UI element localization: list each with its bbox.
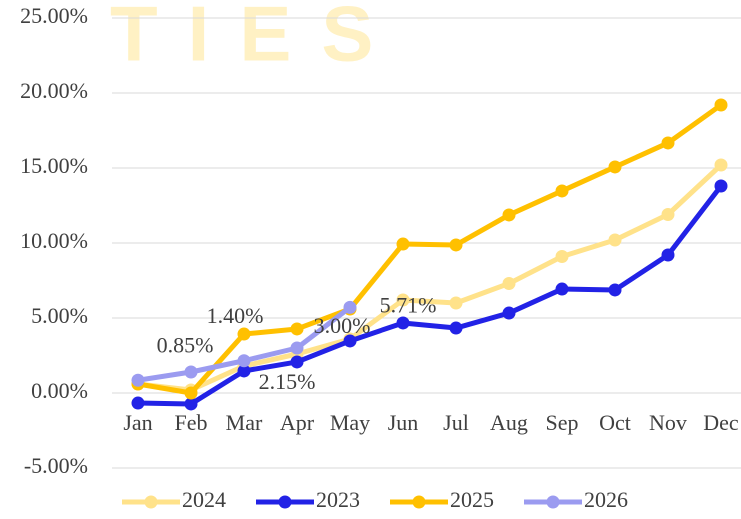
- y-tick-label: -5.00%: [24, 453, 88, 478]
- series-line: [137, 163, 723, 393]
- point: [396, 237, 410, 251]
- point: [290, 355, 304, 369]
- y-tick-label: 5.00%: [31, 303, 88, 328]
- series-line: [137, 184, 723, 407]
- point: [184, 386, 198, 400]
- point: [502, 277, 516, 290]
- point: [396, 293, 410, 307]
- legend-label: 2025: [450, 487, 494, 512]
- point: [290, 322, 304, 336]
- point: [608, 233, 622, 247]
- x-tick-label: Aug: [490, 410, 528, 435]
- x-tick-label: Sep: [546, 410, 579, 435]
- point: [661, 136, 675, 150]
- point: [184, 397, 198, 411]
- legend-marker: [278, 495, 292, 509]
- y-tick-label: 25.00%: [20, 3, 88, 28]
- point: [555, 184, 569, 198]
- x-tick-label: Apr: [280, 410, 315, 435]
- legend-marker: [144, 495, 158, 509]
- point: [714, 158, 728, 172]
- x-tick-label: Mar: [226, 410, 263, 435]
- legend-marker: [546, 495, 560, 509]
- point: [608, 283, 622, 297]
- point: [396, 316, 410, 330]
- data-label: 0.85%: [157, 332, 214, 357]
- legend-marker: [412, 495, 426, 509]
- x-tick-label: Nov: [649, 410, 687, 435]
- point: [608, 160, 622, 174]
- watermark: TIES: [110, 0, 403, 78]
- y-tick-label: 20.00%: [20, 78, 88, 103]
- series-line: [137, 102, 723, 396]
- x-tick-label: Jun: [388, 410, 419, 435]
- point: [237, 364, 251, 378]
- legend-label: 2023: [316, 487, 360, 512]
- x-tick-label: Jan: [123, 410, 152, 435]
- point: [502, 208, 516, 222]
- x-tick-label: Jul: [443, 410, 469, 435]
- point: [555, 282, 569, 296]
- legend-label: 2026: [584, 487, 628, 512]
- point: [343, 334, 357, 348]
- point: [555, 250, 569, 263]
- y-tick-label: 15.00%: [20, 153, 88, 178]
- point: [449, 296, 463, 310]
- point: [502, 306, 516, 320]
- data-label: 1.40%: [207, 303, 264, 328]
- point: [449, 321, 463, 335]
- y-tick-label: 0.00%: [31, 378, 88, 403]
- x-tick-label: Feb: [175, 410, 208, 435]
- x-tick-label: Dec: [703, 410, 739, 435]
- legend-label: 2024: [182, 487, 226, 512]
- x-tick-label: Oct: [599, 410, 631, 435]
- point: [131, 396, 145, 410]
- point: [661, 248, 675, 262]
- point: [714, 98, 728, 112]
- point: [290, 341, 304, 355]
- y-tick-label: 10.00%: [20, 228, 88, 253]
- data-label: 5.71%: [380, 292, 437, 317]
- data-label: 2.15%: [259, 369, 316, 394]
- x-tick-label: May: [330, 410, 370, 435]
- point: [237, 354, 251, 368]
- point: [449, 238, 463, 252]
- point: [131, 373, 145, 387]
- data-label: 3.00%: [314, 313, 371, 338]
- point: [661, 208, 675, 221]
- point: [343, 300, 357, 314]
- point: [714, 179, 728, 193]
- point: [184, 365, 198, 379]
- point: [237, 327, 251, 341]
